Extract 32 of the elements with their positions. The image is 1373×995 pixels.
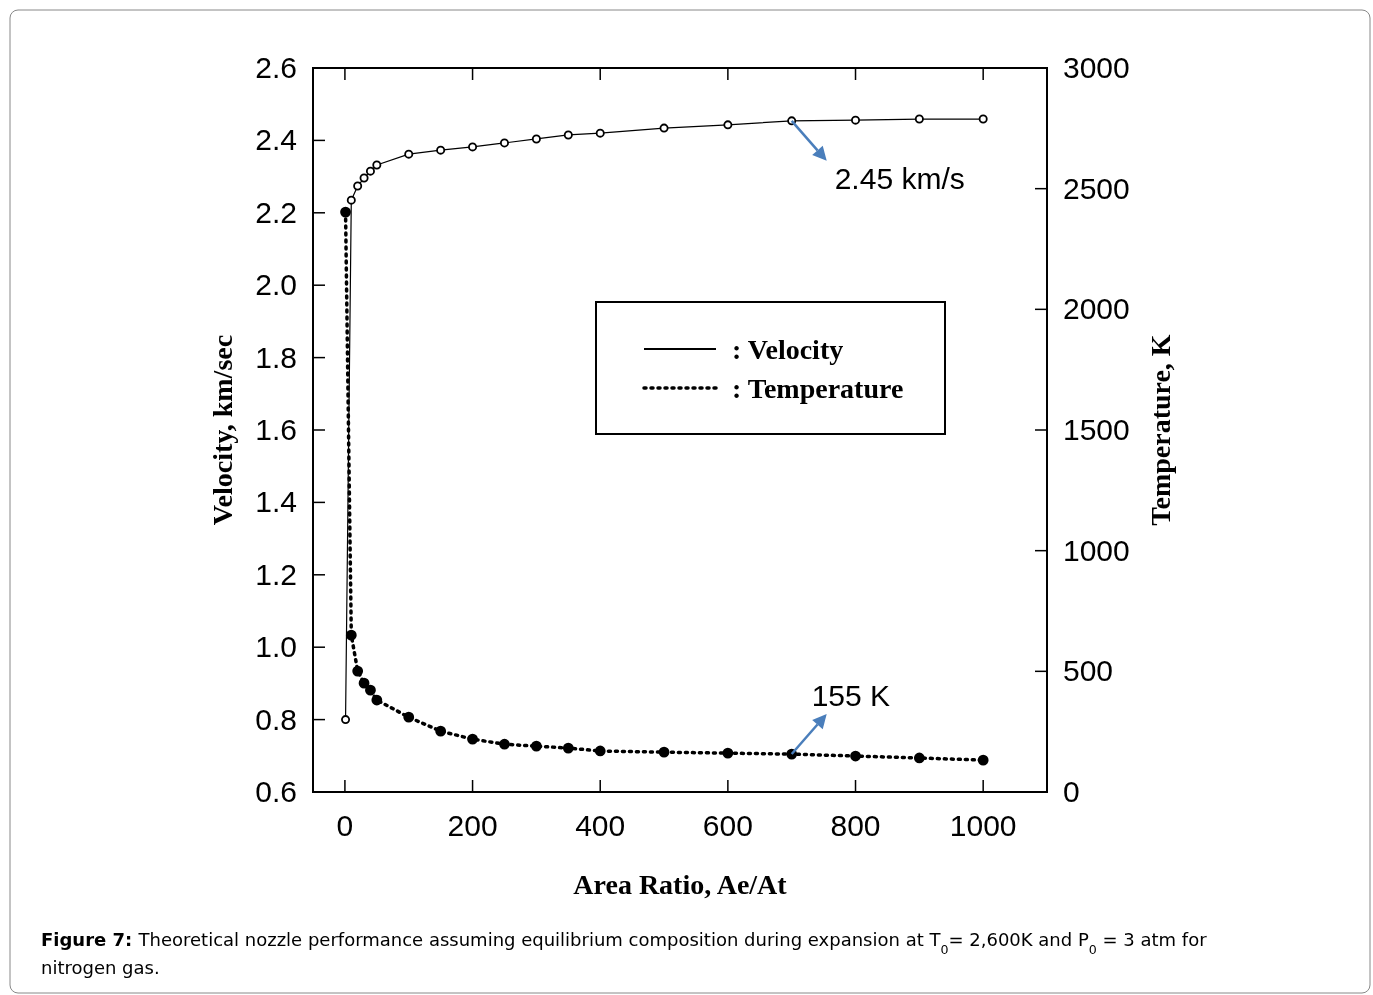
x-tick-label: 200 <box>447 809 498 842</box>
y-tick-label: 1.6 <box>255 413 297 446</box>
y-tick-label: 1.0 <box>255 630 297 664</box>
text: Figure 7: Theoretical nozzle performance assuming equilibrium composition during expansion at T$_{0}$= 2,600K and P$_{0}$ = 3 atm for nitrogen gas. <box>41 929 1207 978</box>
annotation: 155 K <box>811 678 891 712</box>
y-tick-label: 1.4 <box>255 485 297 519</box>
y2-axis-title: Temperature, K <box>1145 334 1176 526</box>
y2-tick-label: 2000 <box>1063 292 1130 326</box>
y-tick-label: 2.2 <box>255 195 297 229</box>
x-tick-label: 400 <box>575 809 626 842</box>
x-tick-label: 600 <box>702 809 753 842</box>
y-tick-label: 1.2 <box>255 557 297 591</box>
y-tick-label: 0.6 <box>255 775 297 808</box>
x-tick-label: 1000 <box>949 809 1017 842</box>
y-tick-label: 2.4 <box>255 123 297 157</box>
y2-tick-label: 1500 <box>1063 413 1130 446</box>
y-tick-label: 1.8 <box>255 340 297 374</box>
y2-tick-label: 500 <box>1063 654 1114 688</box>
y-tick-label: 2.0 <box>255 268 297 302</box>
annotation: 2.45 km/s <box>834 161 965 195</box>
y2-tick-label: 3000 <box>1063 51 1130 84</box>
legend-label: : Velocity <box>732 334 844 365</box>
legend-label: : Temperature <box>732 373 904 404</box>
y2-tick-label: 0 <box>1063 775 1080 808</box>
y-tick-label: 2.6 <box>255 51 297 84</box>
x-axis-title: Area Ratio, Ae/At <box>573 869 788 900</box>
y2-tick-label: 1000 <box>1063 533 1130 567</box>
y2-tick-label: 2500 <box>1063 171 1130 205</box>
x-tick-label: 800 <box>830 809 881 842</box>
y-tick-label: 0.8 <box>255 702 297 736</box>
y-axis-title: Velocity, km/sec <box>207 334 238 526</box>
x-tick-label: 0 <box>336 809 354 842</box>
